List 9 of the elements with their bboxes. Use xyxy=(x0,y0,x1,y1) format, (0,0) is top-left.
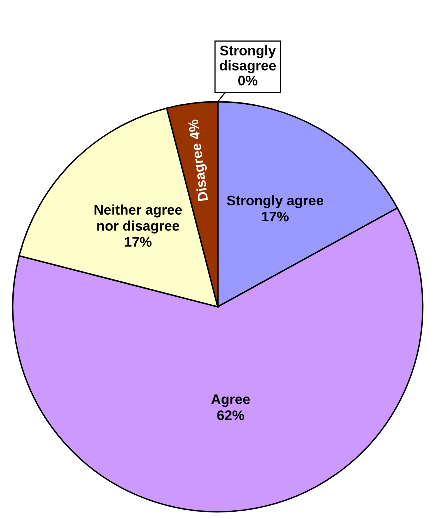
data-label: 17% xyxy=(125,237,152,247)
text: 0% xyxy=(238,76,258,86)
category-label: Strongly disagree xyxy=(220,46,276,74)
data-label: 17% xyxy=(262,212,289,222)
slice-label: Disagree 4% xyxy=(188,119,212,202)
data-label: 62% xyxy=(217,410,244,420)
slice-label: Agree xyxy=(212,394,250,408)
slice-label: Neither agree nor disagree xyxy=(94,204,182,234)
slice-label: Strongly agree xyxy=(227,195,324,208)
